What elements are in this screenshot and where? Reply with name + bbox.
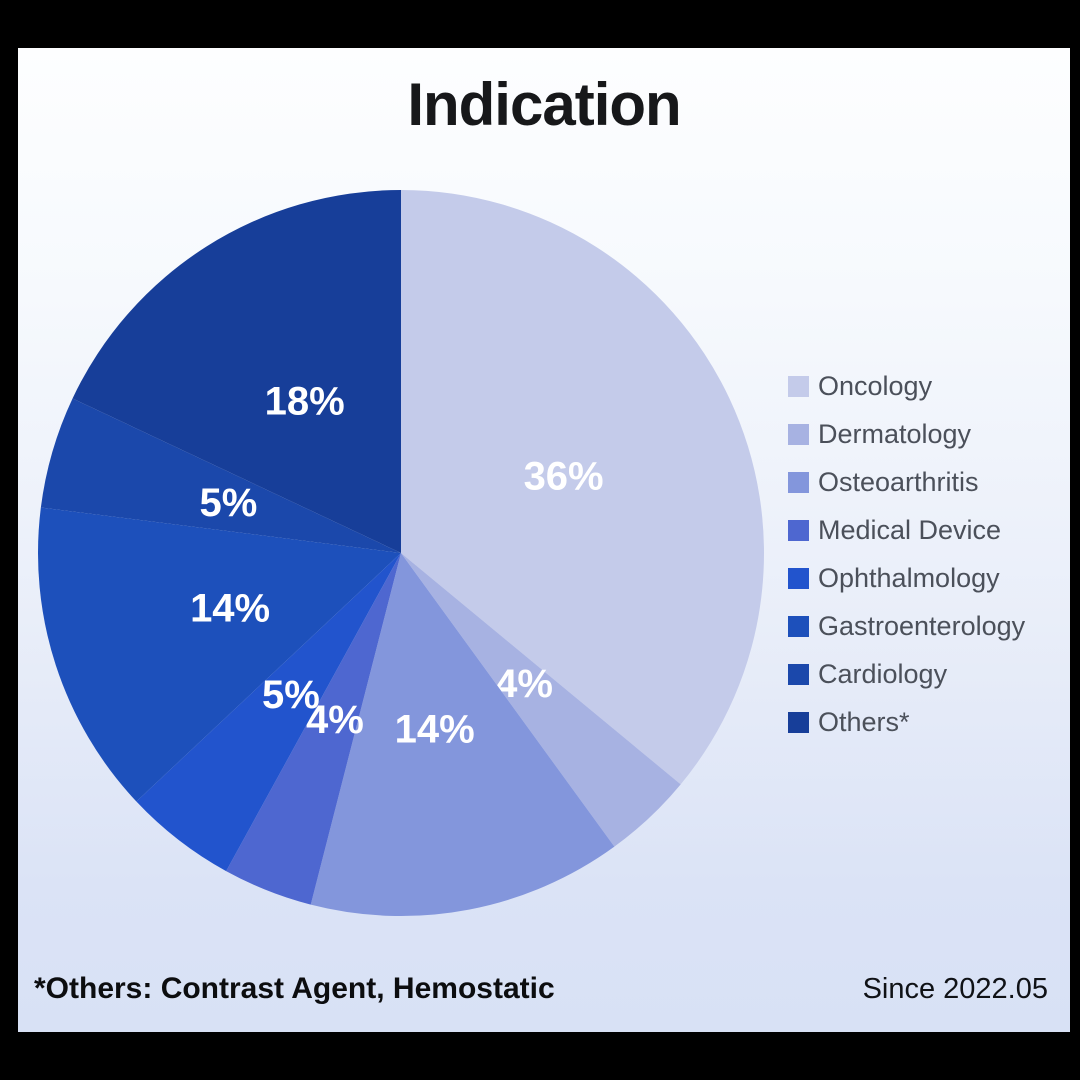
legend-item-osteoarthritis: Osteoarthritis: [788, 466, 1025, 497]
pie-svg: 36%4%14%4%5%14%5%18%: [37, 190, 764, 917]
legend-label: Ophthalmology: [818, 562, 1000, 593]
slice-label-others: 18%: [265, 379, 345, 423]
legend-label: Others*: [818, 706, 910, 737]
pie-slice-cardiology: [40, 398, 402, 553]
legend-label: Osteoarthritis: [818, 466, 979, 497]
since-label: Since 2022.05: [862, 973, 1048, 1005]
pie-slice-dermatology: [401, 553, 681, 847]
page-title: Indication: [407, 71, 681, 138]
pie-slice-oncology: [401, 190, 764, 785]
slice-label-oncology: 36%: [524, 455, 604, 499]
legend-swatch-icon: [788, 711, 809, 733]
legend-item-dermatology: Dermatology: [788, 418, 1025, 449]
legend-swatch-icon: [788, 519, 809, 541]
legend-label: Gastroenterology: [818, 610, 1026, 641]
pie-slice-gastroenterology: [37, 507, 402, 802]
legend-swatch-icon: [788, 375, 809, 397]
legend-swatch-icon: [788, 567, 809, 589]
legend-swatch-icon: [788, 615, 809, 637]
pie-slice-osteoarthritis: [310, 553, 615, 917]
slice-label-osteoarthritis: 14%: [395, 708, 475, 752]
legend: Oncology Dermatology Osteoarthritis Medical…: [788, 370, 1026, 737]
slice-label-cardiology: 5%: [199, 481, 257, 525]
legend-item-others: Others*: [788, 706, 1025, 737]
slice-label-gastroenterology: 14%: [190, 587, 270, 631]
pie-slice-medical-device: [226, 553, 401, 905]
pie-slice-others: [72, 190, 402, 553]
legend-swatch-icon: [788, 471, 809, 493]
legend-item-gastroenterology: Gastroenterology: [788, 610, 1026, 641]
slice-label-ophthalmology: 5%: [262, 673, 320, 717]
legend-item-oncology: Oncology: [788, 370, 1025, 401]
legend-label: Medical Device: [818, 514, 1002, 545]
legend-swatch-icon: [788, 663, 809, 685]
legend-item-medical-device: Medical Device: [788, 514, 1025, 545]
legend-label: Dermatology: [818, 418, 972, 449]
legend-label: Cardiology: [818, 658, 948, 689]
legend-label: Oncology: [818, 370, 933, 401]
legend-item-ophthalmology: Ophthalmology: [788, 562, 1025, 593]
pie-slice-ophthalmology: [136, 553, 401, 872]
footnote: *Others: Contrast Agent, Hemostatic: [34, 972, 555, 1005]
pie-chart: 36% 4% 14% 4% 5% 14% 5% 18%: [37, 189, 765, 917]
legend-swatch-icon: [788, 423, 809, 445]
legend-item-cardiology: Cardiology: [788, 658, 1025, 689]
infographic-canvas: Indication 36% 4% 14% 4% 5% 14% 5% 18% Oncology…: [18, 48, 1070, 1032]
